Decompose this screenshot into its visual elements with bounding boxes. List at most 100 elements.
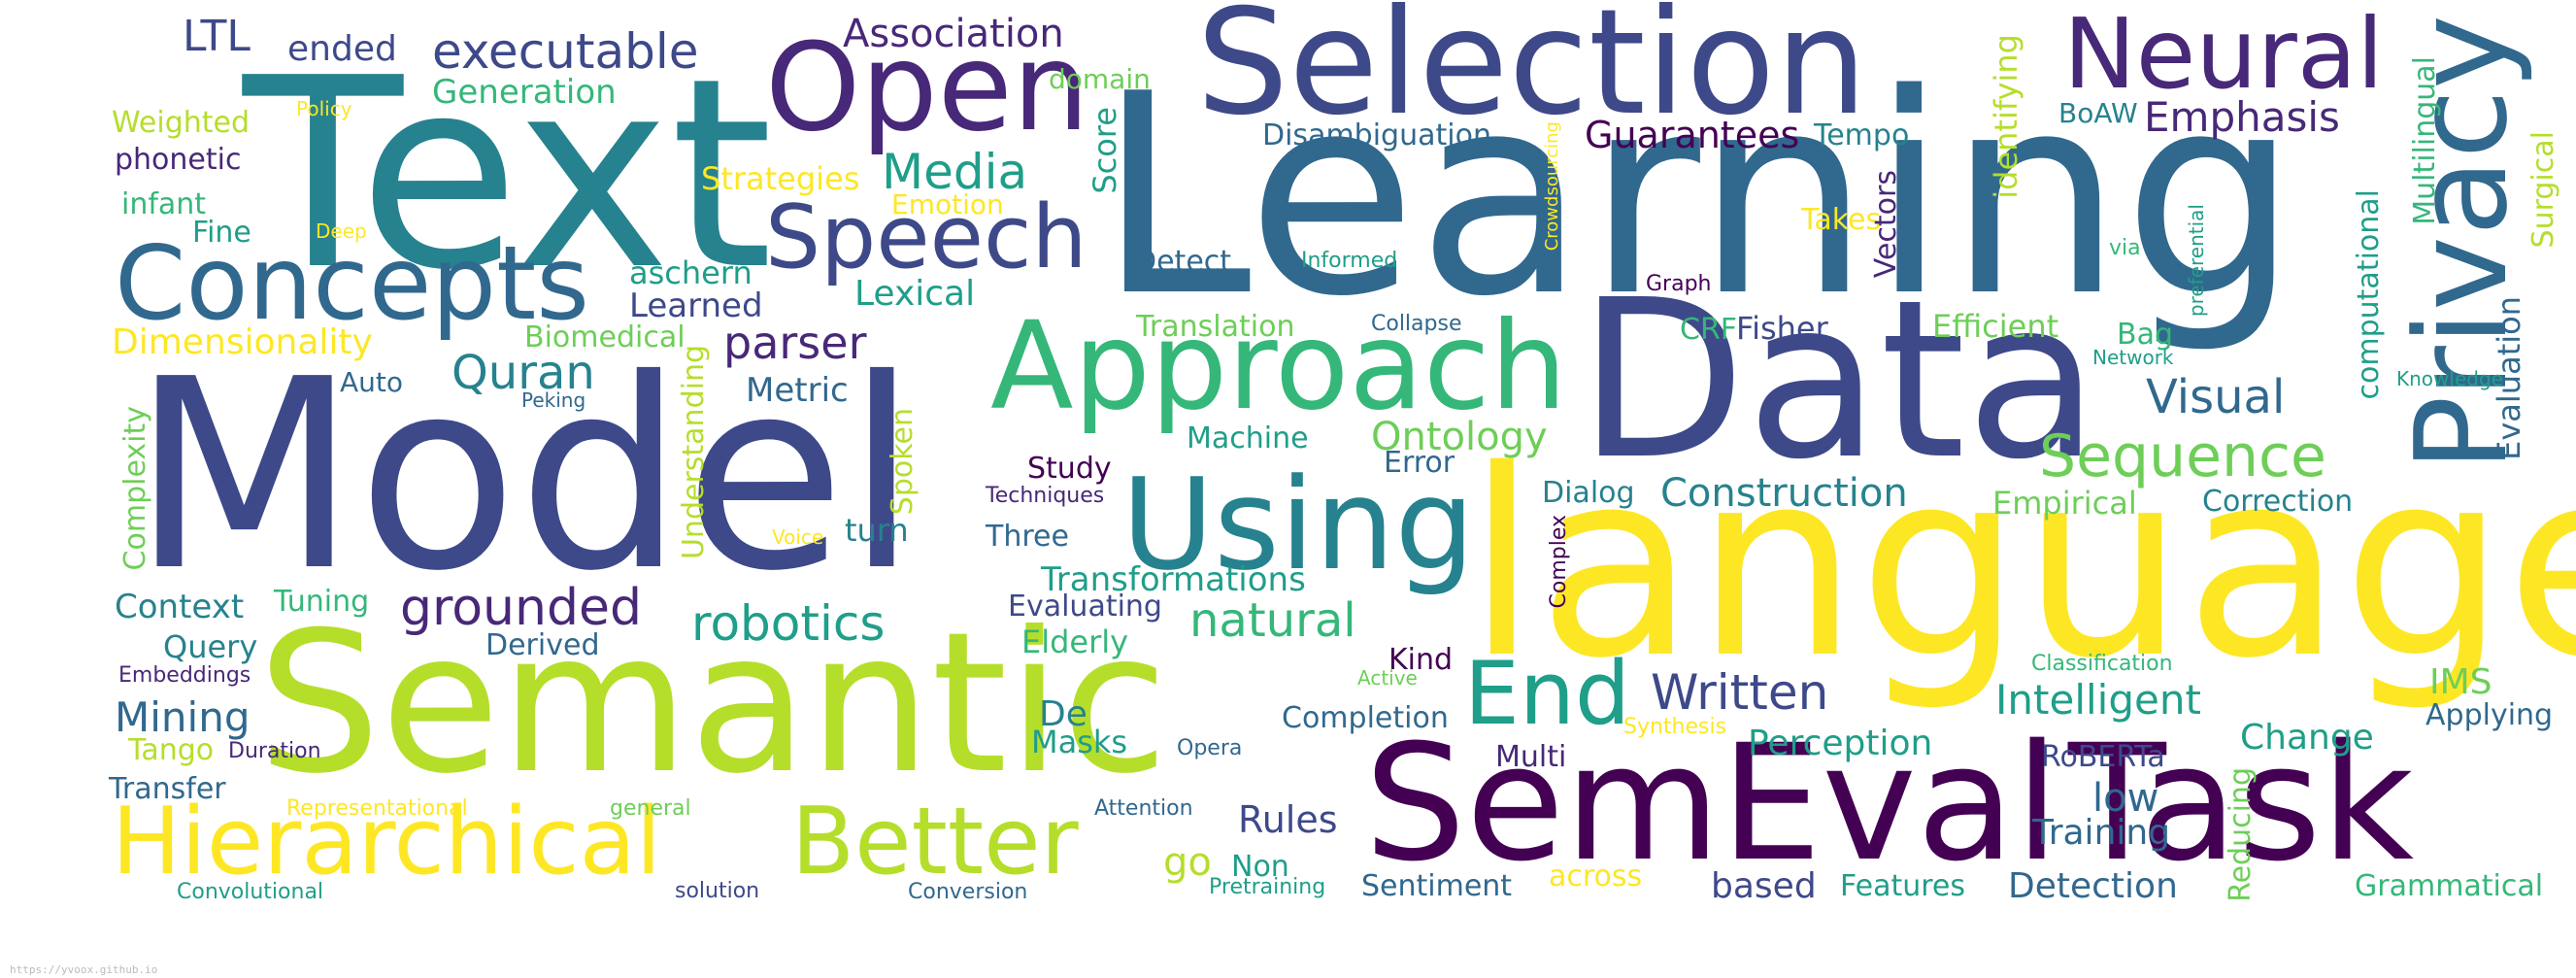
word-transfer: Transfer [109, 772, 226, 806]
word-neural: Neural [2063, 0, 2384, 111]
word-grounded: grounded [400, 579, 642, 637]
word-study: Study [1027, 452, 1112, 486]
word-go: go [1163, 840, 1212, 885]
word-solution: solution [675, 879, 760, 903]
word-biomedical: Biomedical [524, 320, 686, 354]
word-training: Training [2032, 813, 2171, 853]
word-score: Score [1087, 107, 1123, 194]
word-empirical: Empirical [1992, 485, 2137, 522]
word-construction: Construction [1660, 471, 1908, 516]
word-grammatical: Grammatical [2355, 869, 2544, 903]
word-tempo: Tempo [1814, 118, 1910, 152]
word-using: Using [1121, 451, 1475, 598]
word-applying: Applying [2425, 698, 2554, 732]
word-takes: Takes [1801, 203, 1882, 237]
word-semantic: Semantic [257, 590, 1169, 817]
word-media: Media [882, 144, 1028, 200]
word-semeval: SemEval [1364, 710, 2059, 896]
word-data: Data [1578, 253, 2100, 508]
word-collapse: Collapse [1371, 312, 1462, 336]
word-techniques: Techniques [986, 484, 1105, 508]
word-classification: Classification [2031, 652, 2173, 676]
word-auto: Auto [340, 366, 404, 398]
word-complex: Complex [1547, 515, 1571, 609]
word-boaw: BoAW [2058, 97, 2138, 129]
word-infant: infant [121, 187, 207, 221]
word-weighted: Weighted [112, 106, 251, 140]
word-ended: ended [287, 29, 397, 69]
word-non: Non [1231, 850, 1289, 884]
word-ims: IMS [2429, 662, 2492, 702]
word-task: Task [2068, 710, 2415, 896]
word-lexical: Lexical [854, 274, 976, 314]
word-sequence: Sequence [2039, 422, 2326, 490]
word-pretraining: Pretraining [1209, 875, 1326, 899]
word-vectors: Vectors [1869, 170, 1903, 279]
word-preferential: preferential [2185, 204, 2208, 318]
word-surgical: Surgical [2526, 131, 2560, 249]
word-deep: Deep [316, 219, 367, 243]
word-written: Written [1651, 664, 1829, 721]
word-speech: Speech [765, 186, 1087, 288]
word-three: Three [986, 520, 1069, 554]
word-masks: Masks [1031, 724, 1128, 760]
word-executable: executable [432, 23, 699, 80]
word-multi: Multi [1495, 740, 1567, 774]
word-crowdsourcing: Crowdsourcing [1542, 121, 1562, 252]
word-derived: Derived [485, 628, 600, 662]
word-text: Text [243, 21, 774, 327]
word-identifying: identifying [1988, 34, 2024, 199]
word-emphasis: Emphasis [2144, 93, 2340, 141]
word-emotion: Emotion [891, 188, 1004, 220]
word-across: across [1549, 860, 1643, 894]
word-via: via [2109, 236, 2141, 260]
word-informed: Informed [1301, 249, 1398, 273]
word-complexity: Complexity [118, 406, 152, 571]
word-error: Error [1384, 446, 1455, 480]
word-conversion: Conversion [908, 880, 1028, 904]
word-detect: Detect [1134, 245, 1232, 279]
word-detection: Detection [2008, 866, 2178, 906]
word-language: language [1466, 416, 2576, 715]
word-context: Context [115, 588, 245, 626]
word-rules: Rules [1238, 798, 1338, 841]
word-guarantees: Guarantees [1585, 114, 1800, 156]
word-low: low [2092, 776, 2159, 821]
word-concepts: Concepts [115, 224, 589, 343]
word-parser: parser [723, 317, 867, 369]
word-efficient: Efficient [1932, 308, 2059, 345]
word-generation: Generation [432, 73, 617, 112]
word-knowledge: Knowledge [2396, 367, 2503, 390]
word-elderly: Elderly [1021, 624, 1129, 660]
word-intelligent: Intelligent [1995, 676, 2201, 724]
word-ltl: LTL [183, 12, 251, 61]
word-ontology: Ontology [1371, 415, 1548, 459]
word-hierarchical: Hierarchical [112, 789, 662, 895]
word-understanding: Understanding [677, 345, 711, 560]
word-better: Better [791, 789, 1079, 895]
word-mining: Mining [115, 693, 251, 741]
word-tuning: Tuning [274, 585, 370, 619]
word-computational: computational [2352, 189, 2386, 400]
word-bag: Bag [2117, 318, 2174, 352]
word-convolutional: Convolutional [177, 880, 324, 904]
word-general: general [610, 796, 691, 821]
word-dimensionality: Dimensionality [112, 322, 373, 362]
word-roberta: RoBERTa [2041, 740, 2165, 774]
word-correction: Correction [2202, 485, 2354, 519]
word-voice: Voice [772, 525, 824, 549]
word-quran: Quran [452, 346, 595, 400]
word-graph: Graph [1646, 272, 1712, 296]
word-model: Model [131, 322, 919, 628]
word-phonetic: phonetic [115, 143, 242, 177]
word-query: Query [163, 628, 258, 665]
word-association: Association [843, 12, 1064, 56]
word-duration: Duration [228, 739, 321, 763]
word-translation: Translation [1136, 310, 1295, 344]
word-strategies: Strategies [701, 160, 860, 197]
word-fine: Fine [192, 216, 251, 250]
word-learning: Learning [1097, 35, 2299, 357]
word-turn: turn [845, 512, 909, 549]
word-active: Active [1357, 666, 1418, 690]
